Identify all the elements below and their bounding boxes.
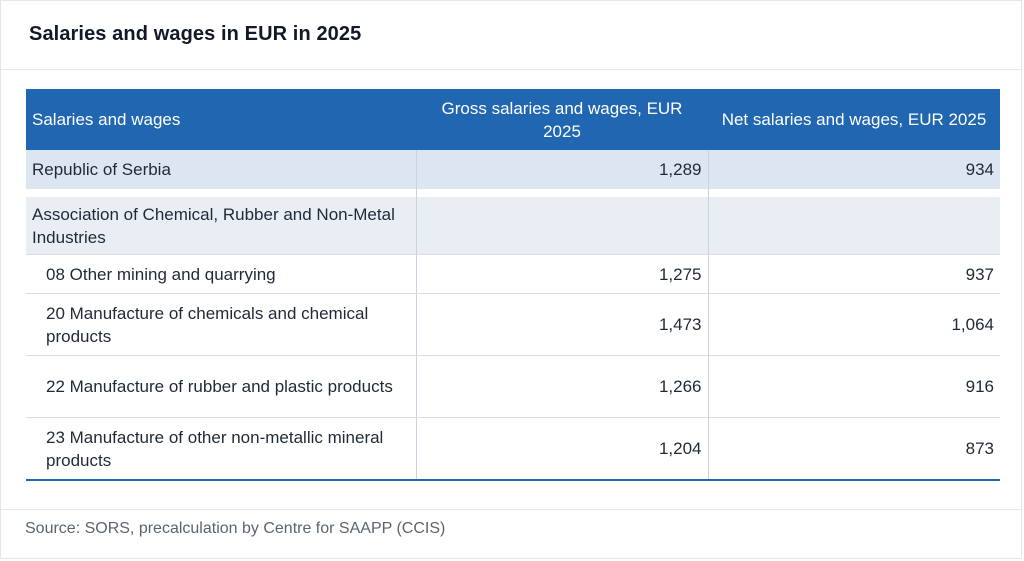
page-title: Salaries and wages in EUR in 2025: [29, 23, 362, 45]
net-value: [707, 197, 1000, 255]
row-label: Republic of Serbia: [26, 150, 416, 189]
table-row: 23 Manufacture of other non-metallic min…: [26, 417, 1000, 481]
row-label: 20 Manufacture of chemicals and chemical…: [26, 293, 416, 356]
row-spacer: [26, 189, 1000, 197]
gross-value: 1,275: [415, 254, 708, 294]
net-value: 934: [707, 150, 1000, 189]
table-row: 22 Manufacture of rubber and plastic pro…: [26, 355, 1000, 418]
table-row-association: Association of Chemical, Rubber and Non-…: [26, 197, 1000, 255]
table-row: 08 Other mining and quarrying 1,275 937: [26, 254, 1000, 294]
net-value: 1,064: [707, 293, 1000, 356]
net-value: 873: [707, 417, 1000, 481]
header-gross: Gross salaries and wages, EUR 2025: [416, 89, 708, 150]
row-label: 23 Manufacture of other non-metallic min…: [26, 417, 416, 481]
net-value: 937: [707, 254, 1000, 294]
net-value: 916: [707, 355, 1000, 418]
gross-value: [415, 197, 708, 255]
table-header-row: Salaries and wages Gross salaries and wa…: [26, 89, 1000, 150]
row-label: 08 Other mining and quarrying: [26, 254, 416, 294]
gross-value: 1,289: [415, 150, 708, 189]
header-salaries-and-wages: Salaries and wages: [26, 89, 416, 150]
gross-value: 1,204: [415, 417, 708, 481]
row-label: Association of Chemical, Rubber and Non-…: [26, 197, 416, 255]
gross-value: 1,473: [415, 293, 708, 356]
gross-value: 1,266: [415, 355, 708, 418]
row-label: 22 Manufacture of rubber and plastic pro…: [26, 355, 416, 418]
salaries-table: Salaries and wages Gross salaries and wa…: [26, 89, 1000, 481]
header-net: Net salaries and wages, EUR 2025: [708, 89, 1000, 150]
table-row: 20 Manufacture of chemicals and chemical…: [26, 293, 1000, 356]
source-note: Source: SORS, precalculation by Centre f…: [25, 520, 446, 537]
table-row-serbia: Republic of Serbia 1,289 934: [26, 150, 1000, 189]
title-divider: [1, 69, 1021, 70]
source-divider: [1, 509, 1021, 510]
